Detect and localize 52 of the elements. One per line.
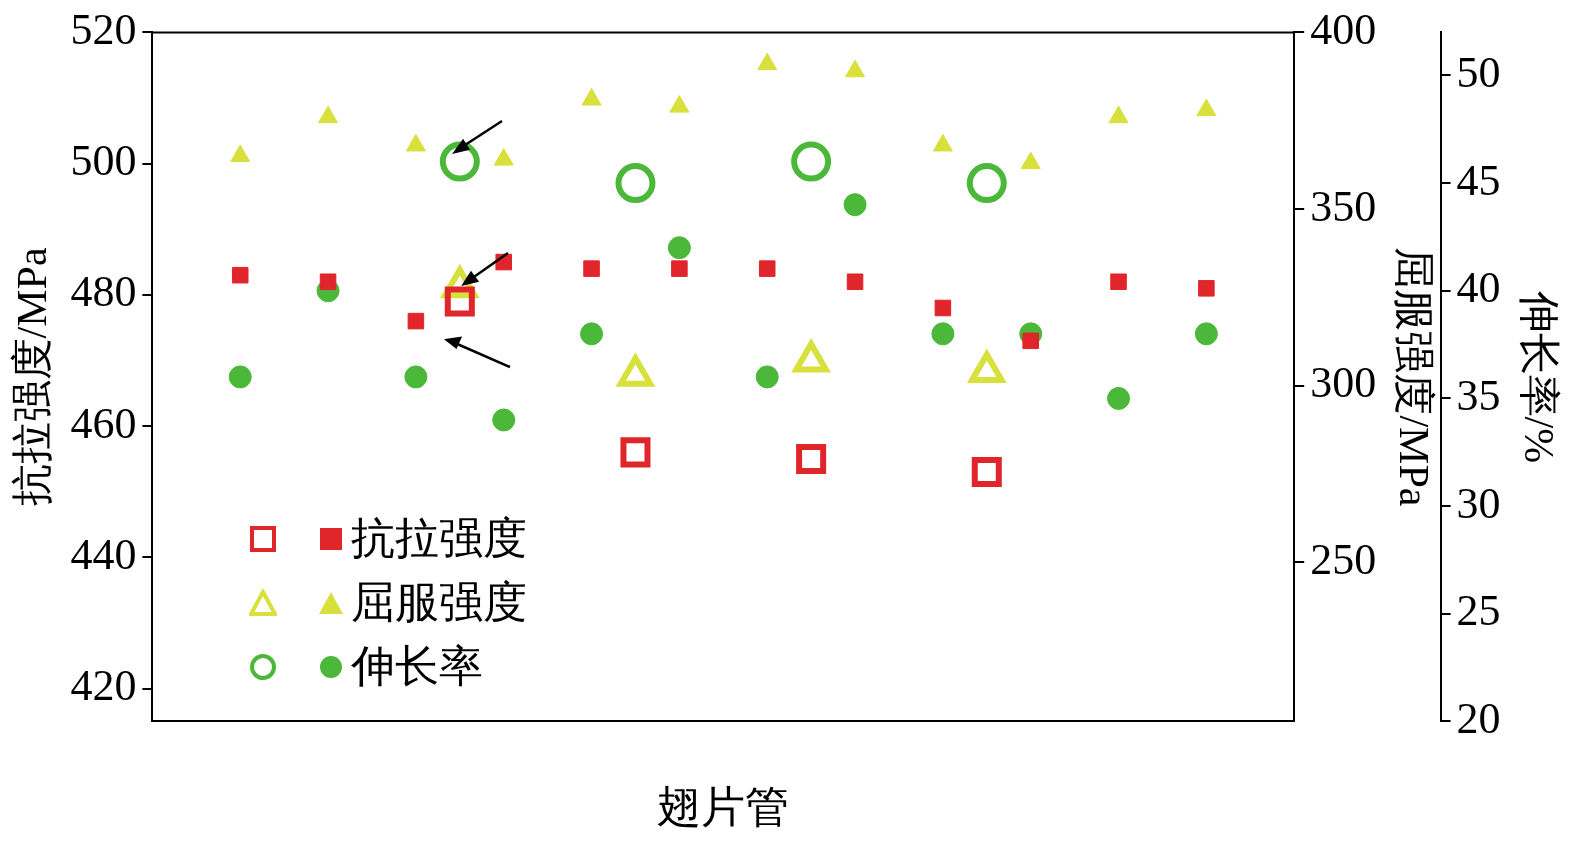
point — [1110, 273, 1127, 291]
y2-tick-label: 350 — [1310, 181, 1377, 231]
y3-tick-label: 50 — [1456, 48, 1501, 98]
y2-tick-label: 300 — [1310, 358, 1377, 408]
point — [796, 443, 827, 474]
y3-axis-title: 伸长率/% — [1515, 289, 1562, 464]
point — [755, 365, 779, 389]
y-tick-label: 520 — [70, 4, 137, 54]
y3-tick-label: 35 — [1456, 370, 1501, 420]
point — [580, 322, 604, 346]
y-tick-label: 440 — [70, 529, 137, 579]
y2-tick-label: 250 — [1310, 534, 1377, 584]
y3-tick-label: 30 — [1456, 478, 1501, 528]
point — [620, 437, 651, 468]
point — [667, 236, 691, 260]
point — [228, 365, 252, 389]
legend-label: 抗拉强度 — [351, 513, 528, 566]
point — [319, 273, 337, 291]
y-tick-label: 420 — [70, 661, 137, 711]
point — [231, 266, 249, 284]
point — [966, 163, 1007, 204]
y-tick-label: 460 — [70, 398, 137, 448]
y-tick-label: 480 — [70, 267, 137, 317]
point — [615, 163, 656, 204]
y3-tick-label: 20 — [1456, 693, 1501, 743]
y3-tick-label: 40 — [1456, 263, 1501, 313]
point — [404, 365, 428, 389]
point — [1194, 322, 1218, 346]
y2-tick-label: 400 — [1310, 4, 1377, 54]
point — [439, 141, 480, 182]
y3-tick-label: 45 — [1456, 155, 1501, 205]
point — [791, 141, 832, 182]
point — [1107, 386, 1131, 410]
x-axis-title: 翅片管 — [657, 783, 790, 833]
point — [583, 260, 600, 277]
legend-label: 伸长率 — [351, 641, 484, 694]
point — [1198, 280, 1215, 297]
point — [407, 312, 425, 330]
point — [846, 273, 864, 291]
point — [671, 260, 688, 277]
point — [843, 193, 867, 217]
point — [931, 322, 955, 346]
point — [758, 260, 776, 277]
legend-label: 屈服强度 — [351, 577, 528, 630]
y-axis-title: 抗拉强度/MPa — [9, 247, 56, 507]
point — [444, 286, 475, 317]
point — [971, 457, 1002, 488]
y3-tick-label: 25 — [1456, 586, 1501, 636]
y2-axis-title: 屈服强度/MPa — [1391, 247, 1438, 507]
y-tick-label: 500 — [70, 136, 137, 186]
point — [934, 299, 952, 317]
point — [492, 408, 516, 432]
